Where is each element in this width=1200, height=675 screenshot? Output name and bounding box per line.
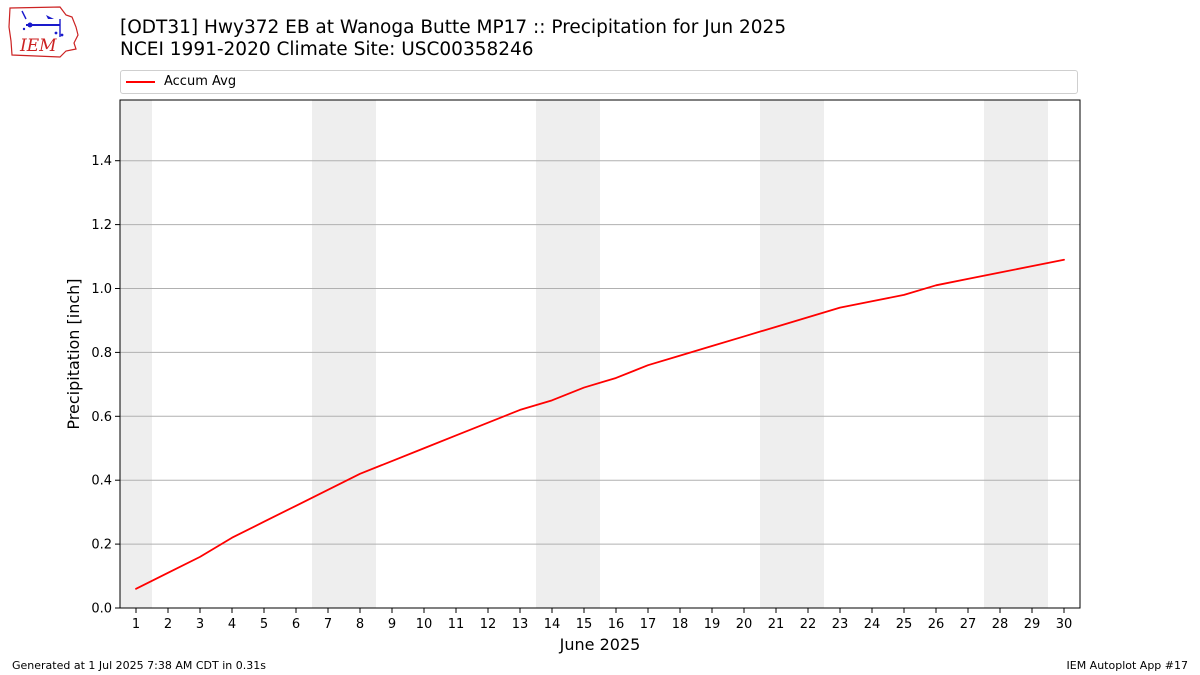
x-axis-label: June 2025 — [559, 635, 641, 654]
x-tick-label: 16 — [608, 617, 625, 632]
legend-swatch-accum-avg — [126, 81, 155, 83]
iem-logo-graphic: IEM — [8, 6, 79, 58]
weekend-shade-band — [120, 100, 152, 608]
y-tick-label: 1.2 — [91, 218, 112, 233]
x-tick-label: 15 — [576, 617, 593, 632]
x-tick-label: 23 — [832, 617, 849, 632]
x-tick-label: 5 — [260, 617, 268, 632]
x-tick-label: 14 — [544, 617, 561, 632]
x-tick-label: 30 — [1056, 617, 1073, 632]
y-tick-label: 0.4 — [91, 474, 112, 489]
weekend-shade-band — [760, 100, 824, 608]
station-wind-icon — [21, 10, 27, 20]
x-tick-label: 19 — [704, 617, 721, 632]
y-axis-label: Precipitation [inch] — [64, 278, 83, 429]
gridlines-layer — [120, 160, 1080, 545]
x-tick-label: 28 — [992, 617, 1009, 632]
x-tick-label: 22 — [800, 617, 817, 632]
x-axis-ticks: 1 2 3 4 5 6 7 8 9 10 11 12 13 14 15 16 17 18 19 20 21 22 23 24 2… — [132, 608, 1072, 632]
station-sensor-icon — [54, 31, 58, 35]
y-tick-label: 0.2 — [91, 538, 112, 553]
x-tick-label: 4 — [228, 617, 236, 632]
x-tick-label: 12 — [480, 617, 497, 632]
iem-logo-text: IEM — [19, 36, 57, 56]
legend-label-accum-avg: Accum Avg — [164, 74, 237, 89]
series-layer — [135, 258, 1065, 590]
y-axis-ticks: 0.0 0.2 0.4 0.6 0.8 1.0 1.2 1.4 — [91, 154, 120, 617]
station-dot-icon — [27, 22, 33, 28]
chart-subtitle: NCEI 1991-2020 Climate Site: USC00358246 — [120, 39, 534, 60]
x-tick-label: 29 — [1024, 617, 1041, 632]
x-tick-label: 21 — [768, 617, 785, 632]
weekend-shade-band — [312, 100, 376, 608]
x-tick-label: 24 — [864, 617, 881, 632]
x-tick-label: 8 — [356, 617, 364, 632]
series-line-accum-avg — [135, 258, 1065, 590]
station-sensor-icon — [22, 27, 26, 31]
iowa-outline-icon — [8, 6, 79, 58]
weekend-shading-layer — [120, 100, 1048, 608]
y-tick-label: 0.8 — [91, 346, 112, 361]
x-tick-label: 27 — [960, 617, 977, 632]
x-tick-label: 9 — [388, 617, 396, 632]
weekend-shade-band — [536, 100, 600, 608]
y-tick-label: 0.6 — [91, 410, 112, 425]
x-tick-label: 13 — [512, 617, 529, 632]
chart-legend: Accum Avg — [120, 70, 1078, 94]
x-tick-label: 18 — [672, 617, 689, 632]
x-tick-label: 11 — [448, 617, 465, 632]
station-vane-icon — [46, 15, 54, 19]
x-tick-label: 25 — [896, 617, 913, 632]
y-tick-label: 1.4 — [91, 154, 112, 169]
plot-frame — [119, 99, 1081, 609]
x-tick-label: 7 — [324, 617, 332, 632]
app-credit: IEM Autoplot App #17 — [1066, 659, 1189, 672]
x-tick-label: 2 — [164, 617, 172, 632]
weekend-shade-band — [984, 100, 1048, 608]
y-tick-label: 1.0 — [91, 282, 112, 297]
chart-title: [ODT31] Hwy372 EB at Wanoga Butte MP17 :… — [120, 17, 787, 38]
x-tick-label: 6 — [292, 617, 300, 632]
y-tick-label: 0.0 — [91, 602, 112, 617]
station-sensor-icon — [60, 33, 64, 37]
x-tick-label: 10 — [416, 617, 433, 632]
x-tick-label: 26 — [928, 617, 945, 632]
x-tick-label: 3 — [196, 617, 204, 632]
iem-logo: IEM — [8, 5, 80, 59]
x-tick-label: 17 — [640, 617, 657, 632]
generated-timestamp: Generated at 1 Jul 2025 7:38 AM CDT in 0… — [12, 659, 266, 672]
x-tick-label: 20 — [736, 617, 753, 632]
x-tick-label: 1 — [132, 617, 140, 632]
